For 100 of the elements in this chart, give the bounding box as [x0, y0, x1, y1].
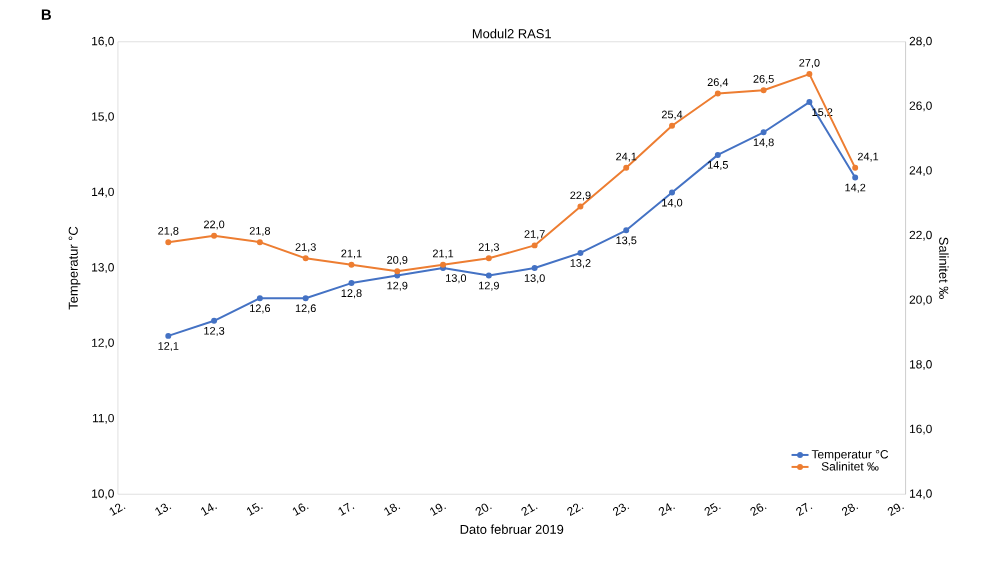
- data-label: 12,9: [479, 281, 499, 291]
- legend-label: Temperatur °C: [811, 450, 889, 461]
- point: [760, 87, 767, 94]
- y2-tick-label: 24,0: [909, 166, 932, 177]
- point: [531, 242, 538, 249]
- point: [165, 332, 172, 339]
- data-label: 14,8: [753, 138, 774, 148]
- data-label: 12,1: [158, 342, 179, 352]
- y-tick-label: 14,0: [92, 187, 114, 198]
- data-label: 24,1: [616, 152, 637, 162]
- point: [760, 129, 767, 136]
- data-label: 12,9: [387, 281, 408, 291]
- y-tick-label: 12,0: [92, 338, 114, 349]
- x-tick-label: 29.: [887, 503, 904, 517]
- data-label: 14,0: [662, 198, 683, 208]
- y2-tick-label: 16,0: [909, 424, 932, 435]
- x-tick-label: 14.: [201, 503, 217, 516]
- x-tick-label: 28.: [841, 503, 859, 517]
- data-label: 20,9: [387, 256, 408, 266]
- x-tick-label: 27.: [796, 502, 813, 517]
- data-label: 13,0: [446, 274, 467, 284]
- y2-tick-label: 26,0: [909, 101, 932, 112]
- data-label: 21,1: [341, 249, 362, 259]
- x-tick-label: 23.: [612, 503, 630, 517]
- x-tick-label: 21.: [521, 503, 538, 517]
- point: [623, 164, 630, 171]
- point: [852, 174, 859, 181]
- point: [165, 239, 172, 246]
- y2-tick-label: 20,0: [909, 295, 932, 306]
- x-axis-title: Dato februar 2019: [460, 524, 564, 535]
- data-label: 21,1: [432, 249, 454, 259]
- chart-title: Modul2 RAS1: [472, 28, 551, 39]
- point: [394, 268, 401, 275]
- point: [302, 255, 309, 262]
- data-label: 21,8: [249, 227, 271, 237]
- y-tick-label: 16,0: [92, 36, 114, 47]
- data-label: 21,3: [295, 243, 316, 253]
- data-label: 13,5: [616, 236, 637, 246]
- y2-tick-label: 14,0: [909, 489, 932, 500]
- x-tick-label: 20.: [475, 503, 492, 517]
- data-label: 13,0: [524, 274, 545, 284]
- data-label: 22,0: [203, 220, 225, 230]
- data-label: 21,7: [524, 230, 545, 240]
- point: [256, 295, 263, 302]
- data-label: 12,6: [295, 304, 316, 314]
- x-tick-label: 12.: [109, 503, 126, 516]
- data-label: 21,3: [478, 243, 499, 253]
- point: [211, 317, 218, 324]
- point: [806, 71, 813, 78]
- point: [256, 239, 263, 246]
- x-tick-label: 18.: [384, 503, 401, 516]
- point: [485, 272, 492, 279]
- y2-tick-label: 28,0: [909, 36, 932, 47]
- text: B: [41, 9, 51, 20]
- data-label: 27,0: [799, 58, 820, 68]
- point: [348, 261, 355, 268]
- x-tick-label: 24.: [658, 503, 675, 517]
- y2-tick-label: 18,0: [909, 360, 932, 370]
- y-tick-label: 11,0: [92, 414, 114, 424]
- y-tick-label: 13,0: [92, 263, 114, 274]
- point: [669, 122, 676, 129]
- x-tick-label: 22.: [567, 503, 584, 517]
- data-label: 13,2: [570, 259, 591, 269]
- y2-axis-title: Salinitet ‰: [939, 237, 949, 299]
- data-label: 25,4: [661, 110, 683, 120]
- x-tick-label: 26.: [750, 503, 767, 517]
- point: [348, 280, 355, 287]
- point: [714, 151, 721, 158]
- y-axis-title: Temperatur °C: [68, 226, 81, 310]
- point: [669, 189, 676, 196]
- data-label: 12,8: [341, 289, 362, 299]
- data-label: 14,2: [845, 183, 866, 193]
- point: [440, 261, 447, 268]
- y2-tick-label: 22,0: [909, 230, 932, 241]
- y-tick-label: 15,0: [92, 112, 114, 123]
- data-label: 26,5: [753, 75, 774, 85]
- data-label: 21,8: [158, 227, 179, 237]
- x-tick-label: 13.: [155, 503, 172, 516]
- legend-label: Salinitet ‰: [821, 461, 879, 471]
- point: [806, 99, 813, 106]
- x-tick-label: 16.: [292, 503, 309, 516]
- x-tick-label: 25.: [704, 503, 721, 517]
- point: [714, 90, 721, 97]
- point: [623, 227, 630, 234]
- point: [852, 164, 859, 171]
- point: [577, 250, 584, 256]
- y-tick-label: 10,0: [92, 489, 114, 500]
- point: [302, 295, 309, 302]
- data-label: 12,6: [250, 304, 271, 314]
- data-label: 14,5: [707, 161, 728, 171]
- point: [531, 265, 538, 272]
- data-label: 24,1: [857, 152, 879, 162]
- x-tick-label: 19.: [430, 503, 446, 516]
- data-label: 12,3: [204, 327, 225, 337]
- data-label: 26,4: [707, 78, 729, 88]
- point: [485, 255, 492, 262]
- data-label: 22,9: [570, 191, 591, 201]
- x-tick-label: 17.: [338, 502, 355, 516]
- point: [211, 232, 218, 239]
- x-tick-label: 15.: [246, 503, 263, 516]
